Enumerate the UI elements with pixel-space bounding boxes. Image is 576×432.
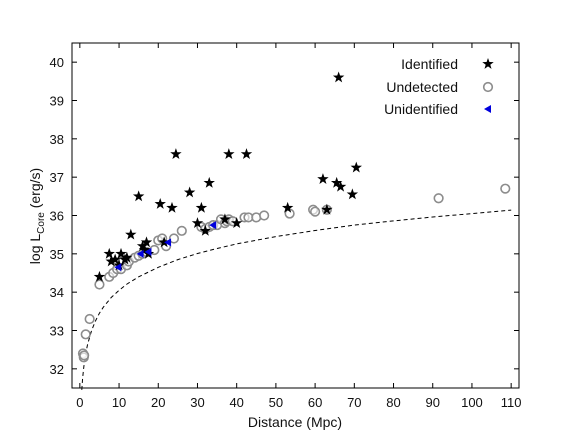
- data-point: [93, 270, 106, 282]
- data-point: [310, 206, 321, 217]
- y-axis-title-subscript: Core: [36, 212, 47, 234]
- x-tick-label: 50: [269, 395, 283, 410]
- data-point: [109, 253, 121, 265]
- data-point: [164, 238, 172, 247]
- data-point: [176, 225, 187, 236]
- data-point: [346, 188, 359, 200]
- data-point: [240, 148, 253, 160]
- axes-layer: 0 10 20 30 40 50 60 70 80 90 100 110 32 33 34 35 36 37 38 3…: [50, 42, 522, 410]
- data-point: [209, 221, 217, 230]
- data-point: [500, 183, 511, 194]
- data-point: [138, 244, 151, 255]
- x-tick-label: 10: [112, 395, 126, 410]
- data-point: [125, 228, 137, 240]
- legend-entry-identified: Identified: [401, 56, 494, 72]
- fit-curve-layer: [81, 209, 512, 390]
- y-axis-title-main: log L: [27, 234, 43, 265]
- y-tick-label: 34: [50, 285, 64, 300]
- x-tick-label: 100: [461, 395, 483, 410]
- y-tick-label: 37: [50, 170, 64, 185]
- data-point: [170, 148, 182, 160]
- y-tick-label: 40: [50, 55, 64, 70]
- data-point: [433, 193, 444, 204]
- data-point: [140, 236, 153, 248]
- data-point: [230, 217, 243, 229]
- data-point: [219, 213, 231, 225]
- data-point: [350, 161, 362, 173]
- data-point: [79, 350, 90, 361]
- data-point: [136, 240, 149, 252]
- series-undetected: [77, 183, 511, 363]
- legend-entry-unidentified: Unidentified: [384, 101, 491, 117]
- legend-marker: [482, 81, 494, 93]
- data-points-layer: [77, 71, 511, 363]
- data-point: [80, 329, 91, 340]
- legend-marker: [484, 105, 491, 113]
- data-point: [334, 180, 347, 192]
- data-point: [191, 217, 204, 229]
- legend-star-icon: [482, 58, 494, 69]
- data-point: [330, 176, 343, 188]
- x-tick-label: 70: [347, 395, 361, 410]
- x-tick-label: 30: [190, 395, 204, 410]
- x-tick-label: 90: [426, 395, 440, 410]
- y-axis-title: log LCore (erg/s): [27, 168, 47, 264]
- data-point: [115, 247, 127, 259]
- data-point: [321, 203, 333, 215]
- data-point: [103, 247, 115, 259]
- data-point: [259, 210, 270, 221]
- legend-circle-icon: [482, 81, 494, 93]
- x-tick-label: 40: [229, 395, 243, 410]
- data-point: [168, 233, 180, 244]
- legend-label-identified: Identified: [401, 56, 458, 72]
- data-point: [84, 313, 95, 325]
- fit-curve: [81, 209, 512, 390]
- data-point: [132, 190, 145, 202]
- data-point: [183, 186, 196, 198]
- data-point: [94, 279, 105, 290]
- legend-entry-undetected: Undetected: [386, 79, 494, 95]
- y-tick-label: 33: [50, 324, 64, 339]
- y-tick-label: 35: [50, 247, 64, 262]
- legend: Identified Undetected Unidentified: [384, 56, 494, 117]
- data-point: [144, 247, 152, 256]
- x-tick-label: 110: [501, 395, 522, 410]
- y-tick-label: 32: [50, 362, 64, 377]
- x-tick-label: 0: [76, 395, 83, 410]
- data-point: [166, 201, 178, 213]
- data-point: [114, 263, 122, 272]
- series-identified: [93, 71, 362, 282]
- x-tick-label: 80: [386, 395, 400, 410]
- data-point: [154, 198, 166, 209]
- data-point: [105, 255, 117, 267]
- legend-label-unidentified: Unidentified: [384, 101, 458, 117]
- y-tick-label: 36: [50, 209, 64, 224]
- x-tick-label: 20: [151, 395, 165, 410]
- data-point: [136, 249, 144, 258]
- y-tick-label: 39: [50, 94, 64, 109]
- series-unidentified: [114, 221, 217, 272]
- x-axis-title: Distance (Mpc): [248, 414, 342, 430]
- data-point: [332, 71, 345, 83]
- data-point: [121, 251, 133, 263]
- data-point: [195, 201, 208, 213]
- data-point: [317, 173, 329, 184]
- data-point: [199, 224, 212, 236]
- legend-marker: [482, 58, 494, 69]
- data-point: [203, 176, 215, 188]
- data-point: [281, 201, 294, 213]
- data-point: [223, 148, 235, 160]
- x-tick-label: 60: [308, 395, 322, 410]
- y-axis-title-unit: (erg/s): [27, 168, 43, 212]
- legend-label-undetected: Undetected: [386, 79, 458, 95]
- legend-triangle-icon: [484, 105, 491, 113]
- y-tick-label: 38: [50, 132, 64, 147]
- data-point: [158, 236, 170, 248]
